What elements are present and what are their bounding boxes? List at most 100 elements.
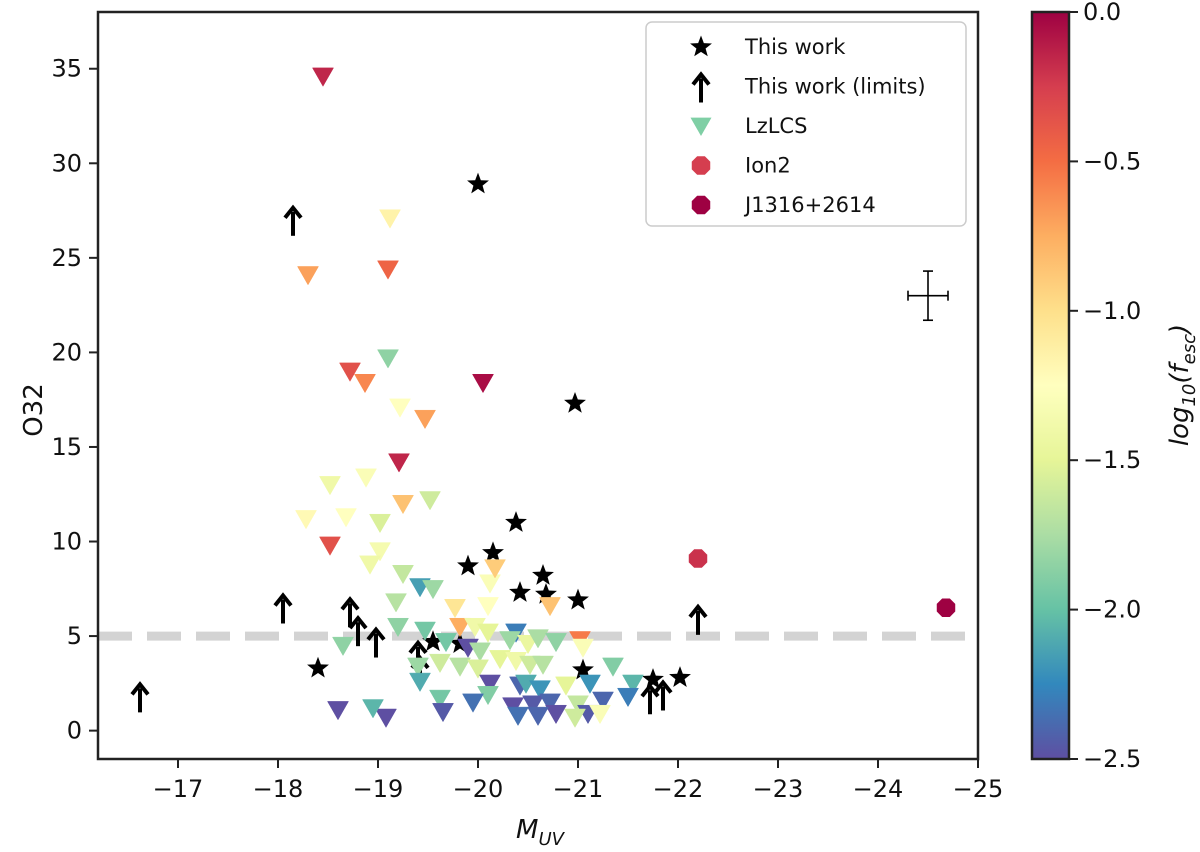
this-work-star-point (572, 658, 594, 680)
this-work-star-point (532, 564, 554, 585)
arrow-head (283, 204, 303, 220)
arrow-head (653, 679, 673, 694)
series-ion2 (688, 549, 708, 568)
lzlcs-triangle-point (387, 617, 409, 638)
lzlcs-triangle-point (449, 657, 471, 677)
legend-entry: This work (690, 35, 846, 59)
this-work-limit-arrow (340, 596, 360, 628)
lzlcs-triangle-point (354, 374, 376, 394)
lzlcs-triangle-point (332, 636, 354, 657)
y-axis-label: O32 (19, 383, 49, 437)
lzlcs-triangle-point (377, 349, 399, 369)
lzlcs-triangle-point (545, 633, 567, 653)
y-tick-label: 10 (51, 528, 82, 556)
lzlcs-triangle-point (335, 508, 357, 528)
this-work-star-point (505, 511, 527, 532)
lzlcs-triangle-point (589, 704, 611, 725)
x-tick-label: −18 (253, 775, 304, 803)
colorbar-label-sub: 10 (1179, 384, 1200, 407)
x-tick-label: −20 (453, 775, 504, 803)
x-tick-label: −25 (953, 775, 1004, 803)
x-axis-label-sub: UV (538, 829, 565, 850)
lzlcs-triangle-point (572, 638, 594, 658)
j1316-point (936, 598, 956, 617)
lzlcs-triangle-point (484, 559, 506, 579)
y-tick-label: 0 (67, 717, 82, 745)
y-tick-label: 30 (51, 149, 82, 177)
lzlcs-triangle-point (362, 699, 384, 719)
lzlcs-triangle-point (388, 453, 410, 473)
y-tick-label: 20 (51, 338, 82, 366)
arrow-head (340, 596, 360, 611)
lzlcs-triangle-point (479, 674, 501, 694)
lzlcs-triangle-point (432, 703, 454, 723)
lzlcs-triangle-point (369, 542, 391, 562)
lzlcs-triangle-point (419, 491, 441, 511)
legend-entry: LzLCS (690, 114, 807, 138)
lzlcs-triangle-point (429, 689, 451, 709)
legend-label: Ion2 (745, 154, 791, 178)
colorbar-tick-label: −1.0 (1083, 297, 1141, 325)
colorbar-label-main: log (1165, 407, 1195, 447)
lzlcs-triangle-point (507, 706, 529, 726)
arrow-head (130, 681, 150, 696)
legend-label: LzLCS (745, 114, 807, 138)
this-work-star-point (482, 541, 504, 563)
legend-octagon-icon (691, 195, 711, 215)
arrow-head (691, 71, 711, 86)
this-work-star-point (564, 391, 586, 413)
lzlcs-triangle-point (392, 565, 414, 585)
arrow-head (366, 626, 386, 641)
lzlcs-triangle-point (555, 676, 577, 696)
lzlcs-triangle-point (369, 513, 391, 534)
x-tick-label: −21 (553, 775, 604, 803)
legend-label: This work (limits) (744, 75, 926, 99)
lzlcs-triangle-point (545, 704, 567, 725)
lzlcs-triangle-point (617, 687, 639, 708)
this-work-star-point (307, 656, 329, 678)
lzlcs-triangle-point (529, 680, 551, 700)
this-work-limit-arrow (640, 683, 660, 715)
lzlcs-triangle-point (527, 706, 549, 726)
data-marks (130, 67, 956, 728)
this-work-star-point (467, 172, 489, 194)
lzlcs-triangle-point (532, 655, 554, 675)
colorbar-tick-label: −2.5 (1083, 745, 1141, 773)
colorbar-tick-label: −1.5 (1083, 446, 1141, 474)
x-tick-label: −17 (153, 775, 204, 803)
colorbar-tick-label: 0.0 (1083, 0, 1121, 26)
series-lzlcs (295, 67, 644, 728)
y-tick-label: 15 (51, 433, 82, 461)
x-tick-label: −24 (853, 775, 904, 803)
lzlcs-triangle-point (297, 266, 319, 286)
this-work-star-point (457, 554, 479, 576)
colorbar-label-arg: (f (1165, 360, 1195, 383)
arrow-head (348, 614, 368, 630)
lzlcs-triangle-point (489, 650, 511, 670)
lzlcs-triangle-point (422, 580, 444, 600)
this-work-limit-arrow (348, 614, 368, 647)
lzlcs-triangle-point (319, 536, 341, 556)
lzlcs-triangle-point (602, 657, 624, 677)
colorbar (1030, 10, 1071, 761)
lzlcs-triangle-point (567, 695, 589, 715)
lzlcs-triangle-point (319, 476, 341, 496)
colorbar-tick-label: −0.5 (1083, 147, 1141, 175)
legend-triangle-icon (690, 117, 712, 136)
y-tick-label: 5 (67, 622, 82, 650)
colorbar-ticks: 0.0 −0.5 −1.0 −1.5 −2.0 −2.5 (1069, 0, 1141, 773)
lzlcs-triangle-point (539, 597, 561, 617)
lzlcs-triangle-point (379, 209, 401, 229)
legend-arrow-icon (691, 71, 711, 103)
lzlcs-triangle-point (522, 695, 544, 715)
y-tick-label: 35 (51, 55, 82, 83)
colorbar-label-arg-sub: esc (1179, 334, 1200, 364)
this-work-star-point (669, 666, 691, 687)
legend-entry: Ion2 (691, 154, 791, 178)
this-work-limit-arrow (688, 603, 708, 635)
lzlcs-triangle-point (579, 674, 601, 694)
legend-star-icon (690, 35, 712, 57)
axes-border (96, 10, 980, 761)
lzlcs-triangle-point (355, 468, 377, 488)
